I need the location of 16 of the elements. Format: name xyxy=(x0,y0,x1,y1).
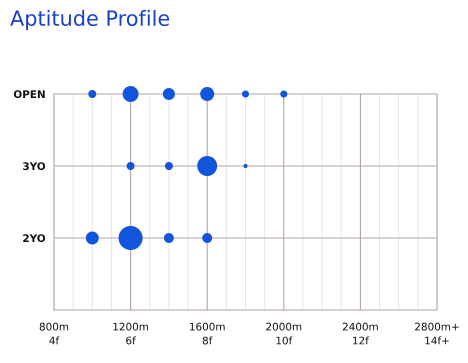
x-tick-label: 1600m xyxy=(190,322,225,331)
chart-title: Aptitude Profile xyxy=(10,10,170,30)
x2-tick-label: 4f xyxy=(49,336,60,344)
y-tick-label: 2YO xyxy=(23,234,46,242)
x2-tick-label: 6f xyxy=(126,336,136,344)
x-tick-label: 800m xyxy=(40,322,68,331)
y-tick-label: 3YO xyxy=(23,162,46,170)
x-tick-label: 2000m xyxy=(266,322,302,331)
x2-tick-label: 10f xyxy=(276,336,292,344)
x-tick-label: 2400m xyxy=(342,322,378,331)
y-tick-label: OPEN xyxy=(14,90,45,98)
x2-tick-label: 12f xyxy=(353,336,370,344)
x-tick-label: 1200m xyxy=(113,322,148,331)
x2-tick-label: 8f xyxy=(202,336,213,344)
x2-tick-label: 14f+ xyxy=(425,336,449,344)
x-tick-label: 2800m+ xyxy=(415,322,459,331)
